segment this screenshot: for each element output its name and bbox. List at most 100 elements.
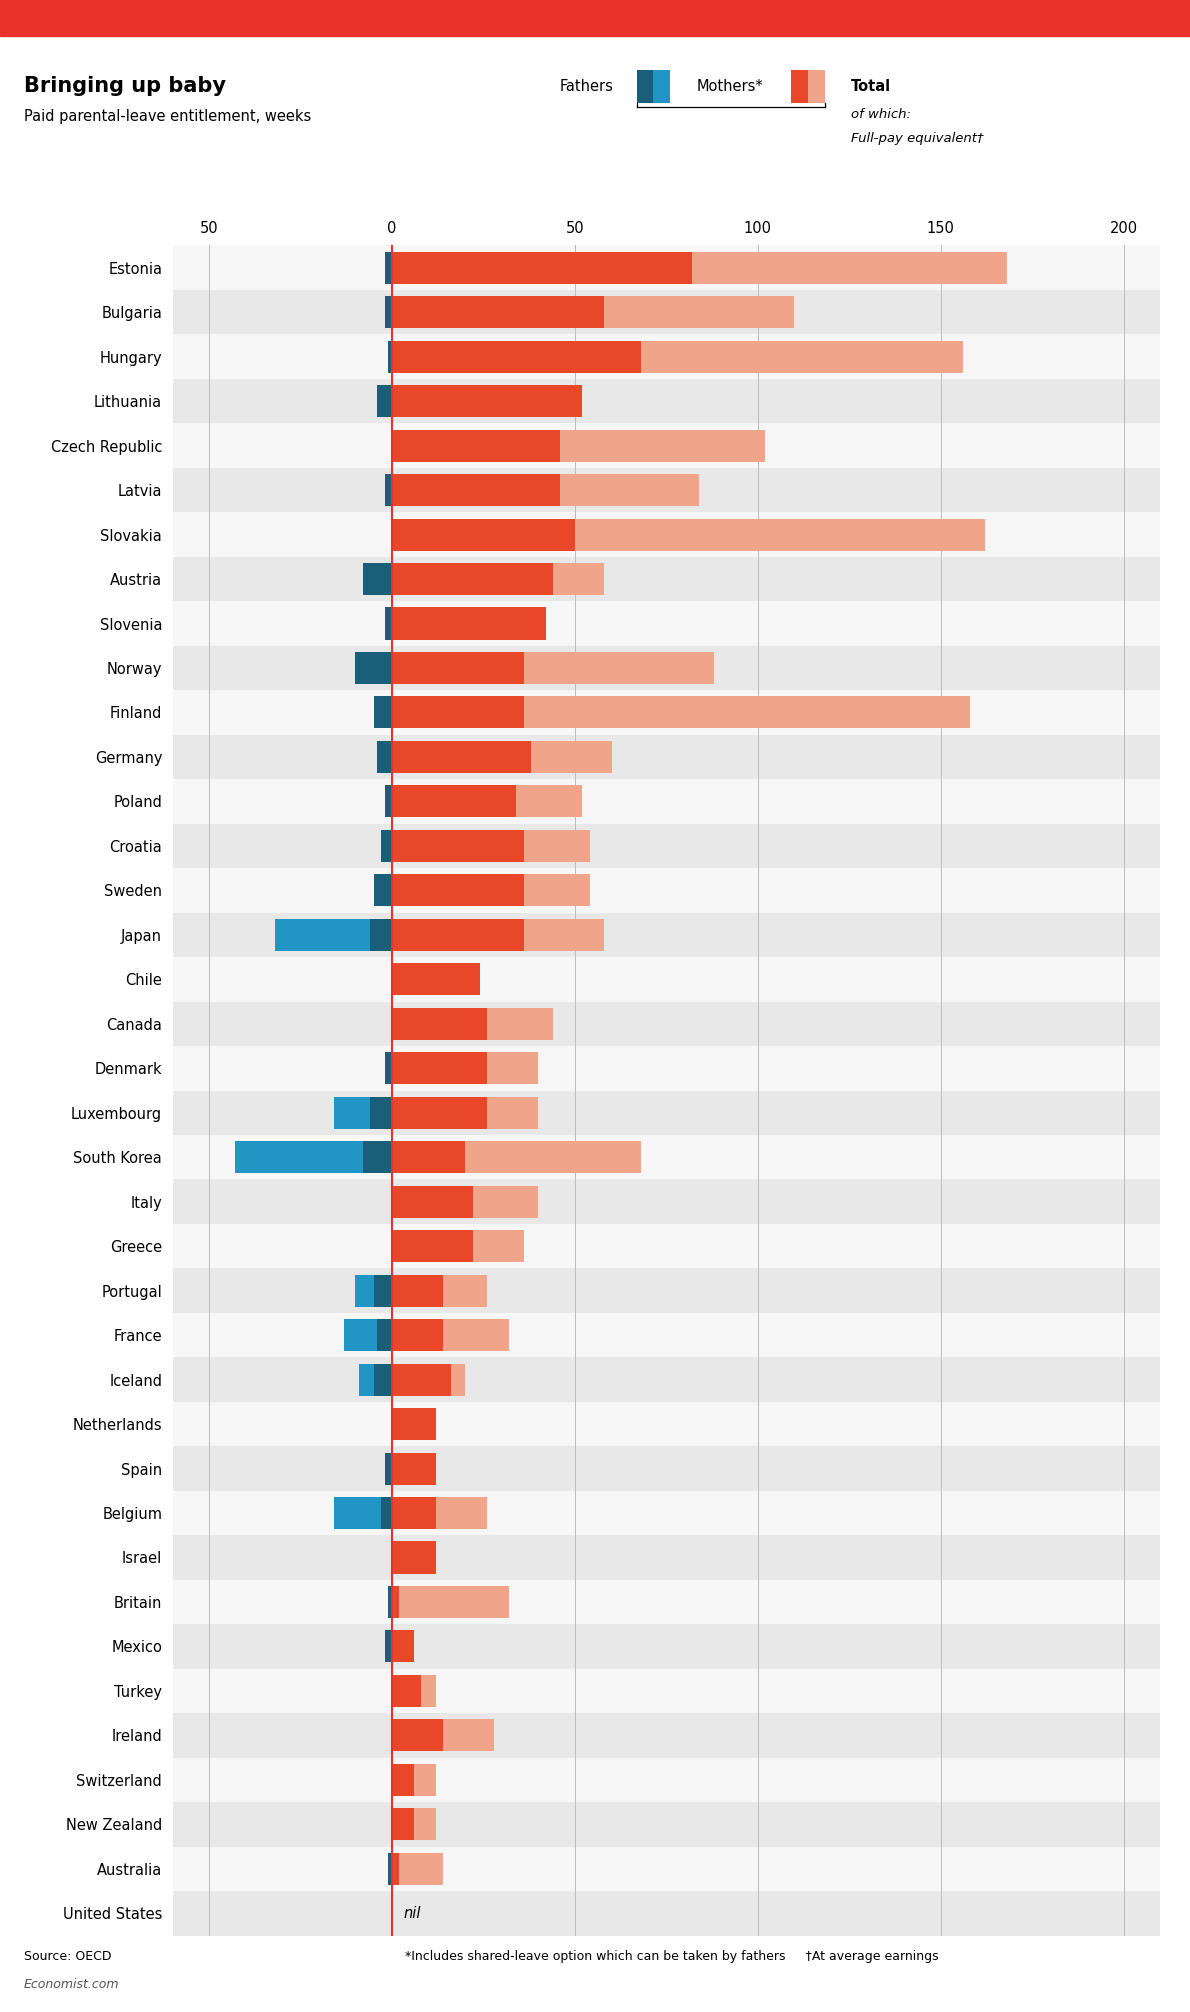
Bar	[344, 1320, 392, 1352]
Bar	[392, 964, 480, 996]
Bar	[392, 1497, 436, 1529]
Text: *Includes shared-leave option which can be taken by fathers     †At average earn: *Includes shared-leave option which can …	[405, 1950, 938, 1962]
Bar	[173, 1135, 1160, 1179]
Text: Economist.com: Economist.com	[24, 1978, 119, 1990]
Bar	[388, 1585, 392, 1618]
Bar	[356, 652, 392, 684]
Bar	[392, 829, 524, 861]
Bar	[392, 696, 970, 728]
Bar	[392, 1453, 436, 1485]
Bar	[392, 1097, 538, 1129]
Bar	[173, 1447, 1160, 1491]
Bar	[392, 875, 589, 905]
Bar	[384, 296, 392, 328]
Bar	[392, 875, 524, 905]
Bar	[392, 1674, 436, 1706]
Bar	[392, 1853, 400, 1885]
Bar	[333, 1497, 392, 1529]
Bar	[173, 290, 1160, 334]
Bar	[392, 1765, 414, 1797]
Bar	[388, 340, 392, 372]
Bar	[392, 1809, 436, 1841]
Bar	[173, 334, 1160, 378]
Bar	[374, 1364, 392, 1396]
Bar	[384, 475, 392, 507]
Bar	[384, 1453, 392, 1485]
Bar	[392, 696, 524, 728]
Bar	[392, 919, 524, 952]
Bar	[392, 1765, 436, 1797]
Bar	[173, 779, 1160, 823]
Bar	[173, 1535, 1160, 1579]
Bar	[173, 1847, 1160, 1891]
Bar	[377, 1320, 392, 1352]
Bar	[388, 1853, 392, 1885]
Bar	[392, 1320, 509, 1352]
Bar	[384, 608, 392, 640]
Bar	[392, 1585, 400, 1618]
Bar	[392, 1229, 472, 1262]
Bar	[370, 1097, 392, 1129]
Text: Source: OECD: Source: OECD	[24, 1950, 112, 1962]
Bar	[363, 563, 392, 596]
Bar	[392, 785, 582, 817]
Bar	[374, 1276, 392, 1306]
Bar	[234, 1141, 392, 1173]
Text: Bringing up baby: Bringing up baby	[24, 76, 226, 97]
Bar	[392, 475, 560, 507]
Bar	[173, 958, 1160, 1002]
Bar	[173, 690, 1160, 734]
Bar	[173, 1402, 1160, 1447]
Bar	[392, 1720, 495, 1750]
Bar	[173, 245, 1160, 290]
Bar	[384, 252, 392, 284]
Bar	[392, 652, 714, 684]
Bar	[392, 1052, 538, 1084]
Bar	[392, 608, 546, 640]
Bar	[392, 1720, 443, 1750]
Bar	[392, 1320, 443, 1352]
Text: Fathers: Fathers	[559, 78, 613, 95]
Bar	[392, 1674, 421, 1706]
Bar	[381, 1497, 392, 1529]
Bar	[392, 1141, 640, 1173]
Bar	[173, 1179, 1160, 1223]
Bar	[173, 1358, 1160, 1402]
Bar	[381, 829, 392, 861]
Bar	[333, 1097, 392, 1129]
Bar	[392, 1853, 443, 1885]
Bar	[173, 646, 1160, 690]
Bar	[392, 1364, 451, 1396]
Bar	[173, 1268, 1160, 1314]
Bar	[173, 867, 1160, 913]
Bar	[377, 740, 392, 773]
Bar	[392, 1141, 465, 1173]
Bar	[275, 919, 392, 952]
Text: nil: nil	[403, 1905, 420, 1921]
Bar	[392, 1585, 509, 1618]
Bar	[173, 1712, 1160, 1758]
Bar	[392, 740, 531, 773]
Bar	[173, 557, 1160, 602]
Bar	[173, 469, 1160, 513]
Bar	[392, 652, 524, 684]
Bar	[384, 1630, 392, 1662]
Bar	[392, 384, 582, 416]
Bar	[392, 1276, 487, 1306]
Bar	[392, 1809, 414, 1841]
Bar	[392, 1185, 538, 1217]
Bar	[356, 1276, 392, 1306]
Bar	[173, 1002, 1160, 1046]
Bar	[392, 1276, 443, 1306]
Bar	[392, 1408, 436, 1441]
Bar	[377, 384, 392, 416]
Bar	[374, 696, 392, 728]
Bar	[392, 431, 560, 461]
Bar	[359, 1364, 392, 1396]
Bar	[392, 1008, 487, 1040]
Bar	[392, 1008, 553, 1040]
Bar	[173, 1314, 1160, 1358]
Bar	[392, 1229, 524, 1262]
Bar	[173, 602, 1160, 646]
Text: Full-pay equivalent†: Full-pay equivalent†	[851, 133, 983, 145]
